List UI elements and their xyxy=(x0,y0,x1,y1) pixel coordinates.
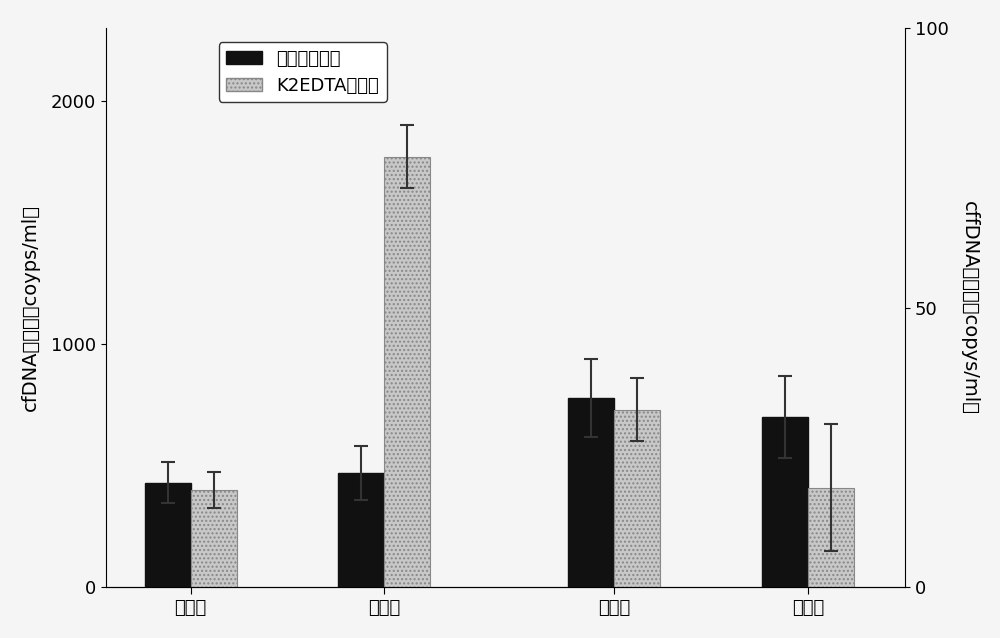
Bar xyxy=(145,483,191,588)
Bar xyxy=(384,157,430,588)
Bar xyxy=(762,417,808,588)
Bar xyxy=(191,490,237,588)
Bar xyxy=(338,473,384,588)
Bar xyxy=(568,397,614,588)
Bar xyxy=(614,410,660,588)
Y-axis label: cfDNA拷贝数（coyps/ml）: cfDNA拷贝数（coyps/ml） xyxy=(21,204,40,411)
Y-axis label: cffDNA拷贝数（copys/ml）: cffDNA拷贝数（copys/ml） xyxy=(960,200,979,415)
Legend: 本发明采血管, K2EDTA抗凝管: 本发明采血管, K2EDTA抗凝管 xyxy=(219,43,387,102)
Bar xyxy=(808,487,854,588)
